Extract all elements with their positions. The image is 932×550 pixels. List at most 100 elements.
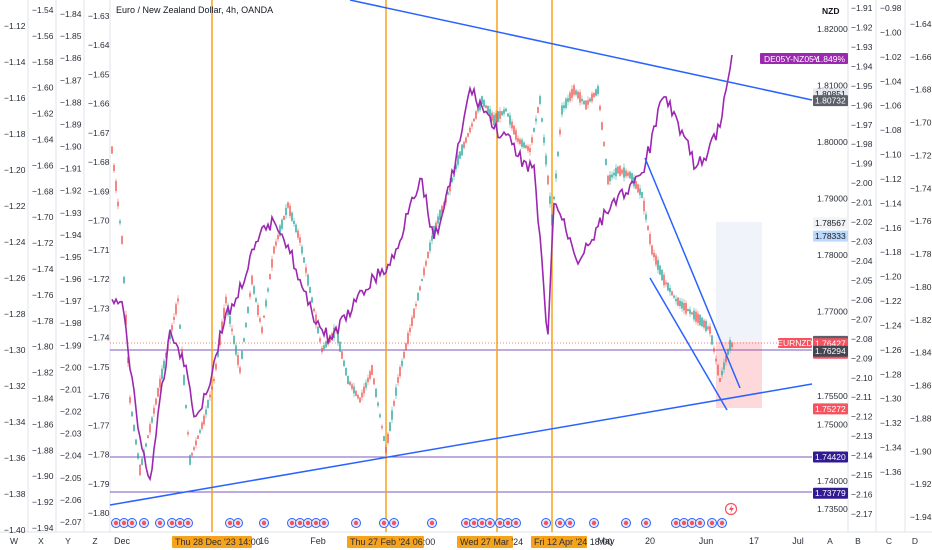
event-icon[interactable]	[565, 518, 575, 528]
channel-line-lower[interactable]	[649, 277, 728, 411]
event-icon[interactable]	[589, 518, 599, 528]
candle-body	[631, 173, 633, 184]
left-scale-2-tick: −1.64	[32, 135, 54, 145]
left-scale-3-tick: −2.00	[60, 362, 82, 372]
event-icon[interactable]	[259, 518, 269, 528]
candle-body	[719, 378, 721, 382]
candle-body	[315, 314, 317, 326]
event-icon[interactable]	[707, 518, 717, 528]
event-icon[interactable]	[295, 518, 305, 528]
candle-body	[309, 287, 311, 293]
candle-body	[715, 358, 717, 362]
flash-icon[interactable]	[724, 502, 738, 516]
candle-body	[287, 202, 289, 208]
right-scale-2-tick: −1.20	[880, 272, 902, 282]
event-icon[interactable]	[127, 518, 137, 528]
event-icon[interactable]	[351, 518, 361, 528]
candle-body	[293, 220, 295, 225]
candle-body	[611, 174, 613, 178]
event-icon[interactable]	[555, 518, 565, 528]
event-icon[interactable]	[303, 518, 313, 528]
position-stop-zone[interactable]	[716, 342, 762, 408]
event-icon[interactable]	[183, 518, 193, 528]
price-marker-label: 1.80851	[815, 89, 846, 99]
price-tick: 1.80000	[817, 137, 848, 147]
axis-control-letter[interactable]: X	[38, 536, 44, 546]
candle-body	[491, 112, 493, 121]
left-scale-4-tick: −1.63	[88, 11, 110, 21]
left-scale-2-tick: −1.76	[32, 290, 54, 300]
right-scale-3-tick: −1.70	[910, 118, 932, 128]
left-scale-1-tick: −1.20	[4, 165, 26, 175]
candle-body	[655, 255, 657, 265]
event-icon[interactable]	[717, 518, 727, 528]
price-marker-label: 1.74420	[815, 452, 846, 462]
event-icon[interactable]	[511, 518, 521, 528]
event-icon[interactable]	[233, 518, 243, 528]
event-icon[interactable]	[695, 518, 705, 528]
candle-body	[403, 351, 405, 359]
candle-body	[637, 184, 639, 193]
events-row[interactable]	[111, 518, 727, 528]
event-icon[interactable]	[679, 518, 689, 528]
trendline-upper[interactable]	[349, 0, 813, 101]
candle-body	[323, 345, 325, 350]
right-scale-3-tick: −1.90	[910, 446, 932, 456]
candle-body	[199, 430, 201, 433]
candle-body	[601, 122, 603, 130]
event-icon[interactable]	[427, 518, 437, 528]
event-icon[interactable]	[461, 518, 471, 528]
event-icon[interactable]	[641, 518, 651, 528]
position-target-zone[interactable]	[716, 222, 762, 342]
candle-body	[449, 181, 451, 192]
right-scale-3-tick: −1.68	[910, 85, 932, 95]
candle-body	[697, 313, 699, 323]
event-icon[interactable]	[225, 518, 235, 528]
right-scale-3-tick: −1.80	[910, 282, 932, 292]
candle-body	[211, 386, 213, 390]
time-tick: Jun	[699, 536, 714, 546]
channel-line-upper[interactable]	[644, 157, 741, 389]
right-scale-3-tick: −1.64	[910, 19, 932, 29]
candle-body	[173, 317, 175, 320]
event-icon[interactable]	[155, 518, 165, 528]
axis-control-letter[interactable]: W	[10, 536, 18, 546]
candle-body	[381, 426, 383, 429]
candle-body	[383, 436, 385, 442]
event-icon[interactable]	[379, 518, 389, 528]
axis-control-letter[interactable]: C	[886, 536, 892, 546]
trendline-lower[interactable]	[109, 383, 813, 506]
left-scale-3-tick: −2.02	[60, 407, 82, 417]
candle-body	[621, 169, 623, 174]
candle-body	[691, 312, 693, 315]
candle-body	[415, 303, 417, 307]
candle-body	[157, 387, 159, 397]
axis-control-letter[interactable]: D	[912, 536, 918, 546]
candle-body	[591, 93, 593, 102]
candle-body	[451, 178, 453, 182]
left-scale-2-tick: −1.86	[32, 419, 54, 429]
event-icon[interactable]	[119, 518, 129, 528]
candle-body	[213, 378, 215, 382]
event-icon[interactable]	[319, 518, 329, 528]
candle-body	[603, 142, 605, 146]
right-scale-1-tick: −2.11	[851, 392, 872, 402]
left-scale-3-tick: −1.88	[60, 97, 82, 107]
axis-control-letter[interactable]: B	[855, 536, 861, 546]
axis-control-letter[interactable]: Z	[92, 536, 97, 546]
left-scale-4-tick: −1.75	[88, 362, 110, 372]
event-icon[interactable]	[389, 518, 399, 528]
event-icon[interactable]	[541, 518, 551, 528]
right-scale-1-tick: −2.13	[851, 431, 873, 441]
event-icon[interactable]	[485, 518, 495, 528]
axis-control-letter[interactable]: Y	[65, 536, 71, 546]
event-icon[interactable]	[111, 518, 121, 528]
event-icon[interactable]	[139, 518, 149, 528]
candle-body	[397, 377, 399, 383]
plot-area[interactable]: Euro / New Zealand Dollar, 4h, OANDA	[109, 0, 813, 532]
event-icon[interactable]	[621, 518, 631, 528]
axis-control-letter[interactable]: A	[827, 536, 833, 546]
event-icon[interactable]	[671, 518, 681, 528]
comparison-line[interactable]	[111, 54, 733, 482]
